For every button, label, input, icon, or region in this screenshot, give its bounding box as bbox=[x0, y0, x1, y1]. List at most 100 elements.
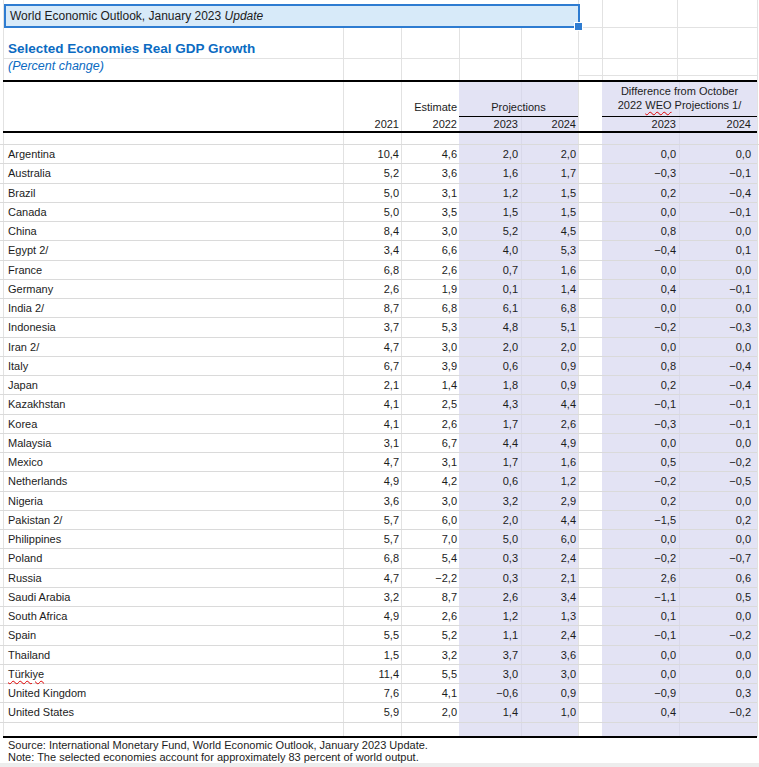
cell-2023-proj[interactable]: 0,1 bbox=[462, 280, 518, 298]
cell-2021[interactable]: 5,5 bbox=[343, 626, 399, 644]
cell-2023-proj[interactable]: 0,3 bbox=[462, 569, 518, 587]
cell-2023-diff[interactable]: 0,8 bbox=[605, 222, 676, 240]
cell-2021[interactable]: 6,8 bbox=[343, 549, 399, 567]
cell-2023-diff[interactable]: −0,2 bbox=[605, 549, 676, 567]
cell-2023-proj[interactable]: 6,1 bbox=[462, 299, 518, 317]
year-header-2024-proj[interactable]: 2024 bbox=[520, 118, 576, 130]
cell-2022[interactable]: 6,8 bbox=[401, 299, 457, 317]
cell-2024-proj[interactable]: 0,9 bbox=[520, 357, 576, 375]
cell-2024-proj[interactable]: 1,4 bbox=[520, 280, 576, 298]
cell-2023-diff[interactable]: −0,4 bbox=[605, 241, 676, 259]
cell-2024-diff[interactable]: −0,1 bbox=[680, 280, 751, 298]
cell-country[interactable]: Thailand bbox=[8, 646, 50, 664]
cell-2023-diff[interactable]: 0,0 bbox=[605, 665, 676, 683]
cell-2023-diff[interactable]: 0,0 bbox=[605, 203, 676, 221]
cell-2024-proj[interactable]: 2,4 bbox=[520, 626, 576, 644]
cell-2023-diff[interactable]: −0,1 bbox=[605, 395, 676, 413]
cell-2023-proj[interactable]: 4,4 bbox=[462, 434, 518, 452]
cell-2023-proj[interactable]: 3,7 bbox=[462, 646, 518, 664]
cell-2023-proj[interactable]: −0,6 bbox=[462, 684, 518, 702]
cell-2021[interactable]: 2,6 bbox=[343, 280, 399, 298]
cell-2022[interactable]: 4,6 bbox=[401, 145, 457, 163]
projections-header[interactable]: Projections bbox=[459, 101, 578, 113]
cell-2023-diff[interactable]: 0,0 bbox=[605, 434, 676, 452]
cell-2024-diff[interactable]: 0,0 bbox=[680, 665, 751, 683]
cell-country[interactable]: Nigeria bbox=[8, 492, 43, 510]
cell-country[interactable]: Türkiye bbox=[8, 665, 44, 683]
cell-2023-proj[interactable]: 4,3 bbox=[462, 395, 518, 413]
cell-2024-proj[interactable]: 4,5 bbox=[520, 222, 576, 240]
cell-2023-diff[interactable]: 0,5 bbox=[605, 453, 676, 471]
fill-handle[interactable] bbox=[574, 22, 583, 31]
cell-2023-proj[interactable]: 3,0 bbox=[462, 665, 518, 683]
cell-2023-proj[interactable]: 2,0 bbox=[462, 338, 518, 356]
cell-country[interactable]: Brazil bbox=[8, 184, 36, 202]
cell-2022[interactable]: 6,7 bbox=[401, 434, 457, 452]
cell-2024-proj[interactable]: 6,0 bbox=[520, 530, 576, 548]
cell-2024-proj[interactable]: 2,4 bbox=[520, 549, 576, 567]
cell-2023-diff[interactable]: 0,2 bbox=[605, 376, 676, 394]
cell-2022[interactable]: 3,2 bbox=[401, 646, 457, 664]
cell-2024-proj[interactable]: 2,9 bbox=[520, 492, 576, 510]
cell-2021[interactable]: 6,8 bbox=[343, 261, 399, 279]
cell-country[interactable]: Korea bbox=[8, 415, 37, 433]
cell-2022[interactable]: 6,0 bbox=[401, 511, 457, 529]
cell-country[interactable]: Netherlands bbox=[8, 472, 67, 490]
cell-2022[interactable]: 5,5 bbox=[401, 665, 457, 683]
cell-2024-diff[interactable]: −0,7 bbox=[680, 549, 751, 567]
cell-2022[interactable]: 4,2 bbox=[401, 472, 457, 490]
cell-2023-proj[interactable]: 2,0 bbox=[462, 511, 518, 529]
cell-2024-proj[interactable]: 3,6 bbox=[520, 646, 576, 664]
cell-2024-proj[interactable]: 1,7 bbox=[520, 164, 576, 182]
cell-2023-diff[interactable]: −0,3 bbox=[605, 415, 676, 433]
cell-2024-proj[interactable]: 4,4 bbox=[520, 511, 576, 529]
cell-2021[interactable]: 3,1 bbox=[343, 434, 399, 452]
cell-country[interactable]: Russia bbox=[8, 569, 42, 587]
cell-2024-diff[interactable]: 0,0 bbox=[680, 492, 751, 510]
cell-2024-proj[interactable]: 1,3 bbox=[520, 607, 576, 625]
cell-country[interactable]: Canada bbox=[8, 203, 47, 221]
cell-2023-diff[interactable]: 0,0 bbox=[605, 145, 676, 163]
cell-2023-diff[interactable]: −0,1 bbox=[605, 626, 676, 644]
cell-2022[interactable]: 2,6 bbox=[401, 607, 457, 625]
cell-2021[interactable]: 4,9 bbox=[343, 607, 399, 625]
cell-2021[interactable]: 8,4 bbox=[343, 222, 399, 240]
cell-2023-proj[interactable]: 4,0 bbox=[462, 241, 518, 259]
cell-country[interactable]: Poland bbox=[8, 549, 42, 567]
cell-2023-proj[interactable]: 4,8 bbox=[462, 318, 518, 336]
cell-country[interactable]: Japan bbox=[8, 376, 38, 394]
cell-2023-diff[interactable]: −0,9 bbox=[605, 684, 676, 702]
cell-2022[interactable]: 3,5 bbox=[401, 203, 457, 221]
table-subheading[interactable]: (Percent change) bbox=[8, 59, 104, 73]
cell-2022[interactable]: 2,6 bbox=[401, 261, 457, 279]
cell-2023-diff[interactable]: 0,0 bbox=[605, 530, 676, 548]
cell-2021[interactable]: 5,0 bbox=[343, 184, 399, 202]
cell-country[interactable]: Germany bbox=[8, 280, 53, 298]
cell-country[interactable]: Egypt 2/ bbox=[8, 241, 48, 259]
cell-2021[interactable]: 5,7 bbox=[343, 511, 399, 529]
cell-2024-diff[interactable]: −0,3 bbox=[680, 318, 751, 336]
cell-2024-diff[interactable]: −0,4 bbox=[680, 376, 751, 394]
cell-2024-proj[interactable]: 1,5 bbox=[520, 203, 576, 221]
cell-2021[interactable]: 11,4 bbox=[343, 665, 399, 683]
cell-2024-proj[interactable]: 1,6 bbox=[520, 453, 576, 471]
cell-2021[interactable]: 4,7 bbox=[343, 569, 399, 587]
cell-2021[interactable]: 4,7 bbox=[343, 453, 399, 471]
cell-2021[interactable]: 6,7 bbox=[343, 357, 399, 375]
cell-2024-diff[interactable]: 0,0 bbox=[680, 299, 751, 317]
cell-2022[interactable]: 3,6 bbox=[401, 164, 457, 182]
cell-2023-proj[interactable]: 2,0 bbox=[462, 145, 518, 163]
cell-2021[interactable]: 5,2 bbox=[343, 164, 399, 182]
cell-country[interactable]: Argentina bbox=[8, 145, 55, 163]
cell-2023-proj[interactable]: 1,7 bbox=[462, 415, 518, 433]
cell-2024-diff[interactable]: −0,1 bbox=[680, 203, 751, 221]
cell-2024-proj[interactable]: 1,5 bbox=[520, 184, 576, 202]
year-header-2024-diff[interactable]: 2024 bbox=[680, 118, 751, 130]
cell-country[interactable]: China bbox=[8, 222, 37, 240]
cell-2024-proj[interactable]: 4,9 bbox=[520, 434, 576, 452]
cell-2023-proj[interactable]: 1,8 bbox=[462, 376, 518, 394]
cell-2021[interactable]: 5,9 bbox=[343, 703, 399, 721]
difference-header-line2[interactable]: 2022 WEO Projections 1/ bbox=[602, 99, 757, 111]
cell-2024-proj[interactable]: 3,0 bbox=[520, 665, 576, 683]
cell-2024-diff[interactable]: −0,2 bbox=[680, 453, 751, 471]
